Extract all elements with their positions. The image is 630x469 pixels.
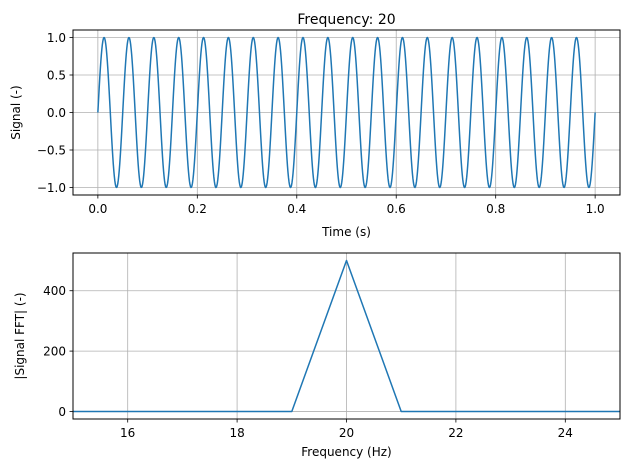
time-domain-ytick-label: 0.5 xyxy=(47,68,66,82)
time-domain-xlabel: Time (s) xyxy=(321,225,371,239)
frequency-domain-xtick-label: 24 xyxy=(558,426,573,440)
time-domain-title: Frequency: 20 xyxy=(297,12,395,28)
frequency-domain-xtick-label: 22 xyxy=(448,426,463,440)
time-domain-ytick-label: −0.5 xyxy=(37,143,66,157)
frequency-domain-ylabel: |Signal FFT| (-) xyxy=(13,292,27,379)
time-domain-xtick-label: 0.2 xyxy=(188,202,207,216)
frequency-domain-series xyxy=(73,259,620,413)
frequency-domain-ytick-label: 400 xyxy=(43,284,66,298)
frequency-domain-grid xyxy=(73,253,620,419)
time-domain-ytick-label: −1.0 xyxy=(37,181,66,195)
frequency-domain-xtick-label: 16 xyxy=(120,426,135,440)
time-domain-panel: 0.0 0.2 0.4 0.6 0.8 1.0 −1.0 −0.5 0.0 0.5 1.0 Freq… xyxy=(9,12,621,239)
time-domain-xtick-label: 1.0 xyxy=(586,202,605,216)
frequency-domain-panel: 16 18 20 22 24 0 200 400 Frequency (Hz) |Signal… xyxy=(13,252,621,459)
time-domain-ticks: 0.0 0.2 0.4 0.6 0.8 1.0 −1.0 −0.5 0.0 0.5 1.0 xyxy=(37,31,605,216)
time-domain-ytick-label: 1.0 xyxy=(47,31,66,45)
frequency-domain-ticks: 16 18 20 22 24 0 200 400 xyxy=(43,284,573,440)
frequency-domain-ytick-label: 0 xyxy=(58,405,66,419)
time-domain-xtick-label: 0.6 xyxy=(387,202,406,216)
time-domain-xtick-label: 0.8 xyxy=(486,202,505,216)
frequency-domain-xtick-label: 18 xyxy=(229,426,244,440)
time-domain-xtick-label: 0.0 xyxy=(88,202,107,216)
time-domain-series-line xyxy=(97,36,596,189)
time-domain-series xyxy=(97,36,596,189)
time-domain-ylabel: Signal (-) xyxy=(9,85,23,139)
frequency-domain-xtick-label: 20 xyxy=(339,426,354,440)
time-domain-xtick-label: 0.4 xyxy=(287,202,306,216)
frequency-domain-ytick-label: 200 xyxy=(43,344,66,358)
frequency-domain-series-line xyxy=(73,259,620,413)
time-domain-ytick-label: 0.0 xyxy=(47,106,66,120)
frequency-domain-xlabel: Frequency (Hz) xyxy=(301,445,392,459)
